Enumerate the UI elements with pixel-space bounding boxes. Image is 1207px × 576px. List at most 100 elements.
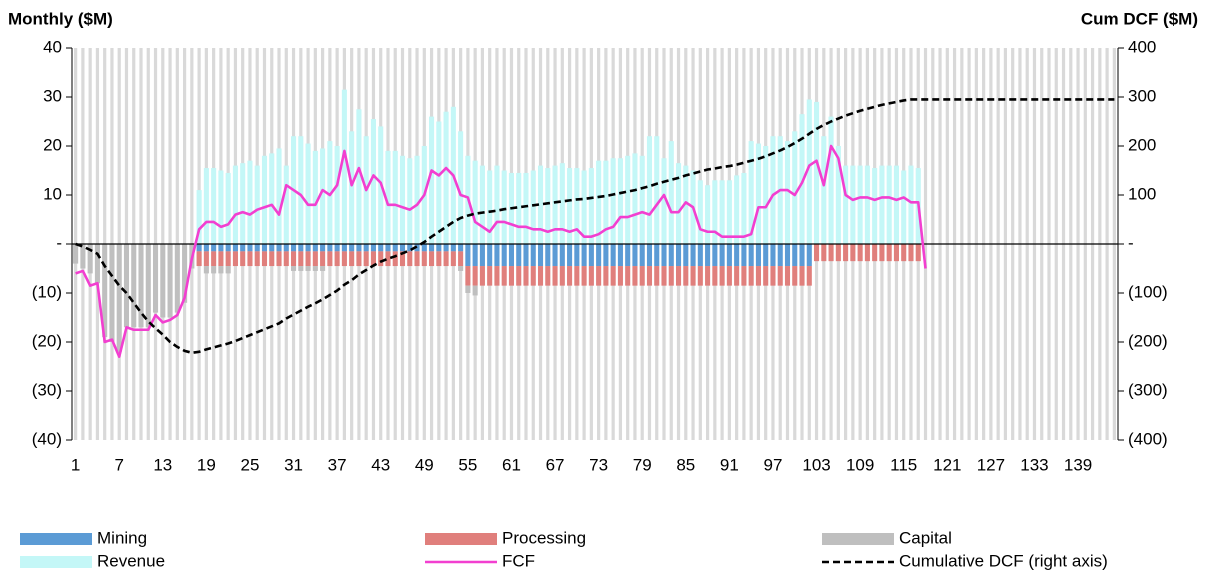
bar bbox=[269, 244, 275, 252]
bar bbox=[218, 244, 224, 252]
bar bbox=[167, 244, 173, 318]
bar bbox=[240, 163, 246, 244]
bar bbox=[545, 168, 551, 244]
bar bbox=[654, 136, 660, 244]
x-tick-label: 127 bbox=[977, 455, 1005, 474]
bar bbox=[799, 244, 805, 267]
x-tick-label: 103 bbox=[802, 455, 830, 474]
legend-swatch bbox=[20, 556, 92, 568]
bar bbox=[407, 158, 413, 244]
legend-label: FCF bbox=[502, 551, 535, 570]
bar bbox=[298, 136, 304, 244]
y2-tick-label: (100) bbox=[1128, 282, 1168, 301]
bar bbox=[879, 244, 885, 262]
y-tick-label: 40 bbox=[43, 37, 62, 56]
bar bbox=[298, 251, 304, 267]
bar bbox=[646, 244, 653, 267]
bar bbox=[363, 244, 369, 252]
x-tick-label: 37 bbox=[328, 455, 347, 474]
bar bbox=[792, 131, 798, 244]
bar bbox=[370, 244, 376, 252]
bar bbox=[211, 266, 217, 274]
bar bbox=[806, 244, 812, 267]
bar bbox=[203, 244, 209, 252]
bar bbox=[341, 89, 347, 245]
bar bbox=[516, 266, 522, 286]
y-tick-label: (10) bbox=[32, 282, 62, 301]
bar bbox=[908, 165, 914, 244]
bar bbox=[741, 244, 747, 267]
x-tick-label: 19 bbox=[197, 455, 216, 474]
bar bbox=[247, 244, 253, 252]
bar bbox=[225, 172, 231, 244]
bar bbox=[901, 170, 907, 244]
bar bbox=[588, 168, 594, 244]
bar bbox=[73, 244, 79, 264]
bar bbox=[784, 141, 791, 244]
x-tick-label: 85 bbox=[676, 455, 695, 474]
bar bbox=[545, 266, 551, 286]
bar bbox=[523, 244, 529, 267]
bar bbox=[639, 244, 645, 267]
bar bbox=[806, 99, 812, 244]
bar bbox=[196, 190, 202, 244]
bar bbox=[683, 165, 689, 244]
bar bbox=[479, 266, 485, 286]
bar bbox=[261, 244, 268, 252]
bar bbox=[632, 244, 638, 267]
bar bbox=[218, 251, 224, 267]
bar bbox=[414, 155, 420, 244]
bar bbox=[610, 158, 616, 244]
bar bbox=[487, 170, 493, 244]
bar bbox=[617, 244, 623, 267]
y2-tick-label: 100 bbox=[1128, 184, 1156, 203]
bar bbox=[683, 244, 689, 267]
x-tick-label: 121 bbox=[933, 455, 961, 474]
x-tick-label: 1 bbox=[71, 455, 80, 474]
bar bbox=[639, 155, 645, 244]
y2-tick-label: 400 bbox=[1128, 37, 1156, 56]
bar bbox=[218, 266, 224, 274]
bar bbox=[312, 150, 318, 244]
x-tick-label: 61 bbox=[502, 455, 521, 474]
bar bbox=[719, 266, 725, 286]
bar bbox=[203, 251, 209, 267]
bar bbox=[196, 244, 202, 252]
bar bbox=[458, 266, 464, 271]
bar bbox=[777, 244, 783, 267]
bar bbox=[596, 244, 602, 267]
bar bbox=[436, 251, 442, 267]
bar bbox=[399, 155, 406, 244]
bar bbox=[254, 165, 260, 244]
bar bbox=[734, 244, 740, 267]
x-tick-label: 43 bbox=[371, 455, 390, 474]
bar bbox=[429, 116, 435, 244]
bar bbox=[530, 244, 536, 267]
bar bbox=[588, 244, 594, 267]
bar bbox=[429, 244, 435, 252]
bar bbox=[225, 266, 231, 274]
bar bbox=[508, 266, 515, 286]
bar bbox=[574, 266, 580, 286]
x-tick-label: 13 bbox=[153, 455, 172, 474]
y-tick-label: 20 bbox=[43, 135, 62, 154]
bar bbox=[625, 266, 631, 286]
bar bbox=[465, 285, 471, 293]
bar bbox=[530, 170, 536, 244]
bar bbox=[763, 266, 769, 286]
y-tick-label: 30 bbox=[43, 86, 62, 105]
bar bbox=[182, 244, 188, 303]
x-tick-label: 31 bbox=[284, 455, 303, 474]
x-tick-label: 115 bbox=[890, 455, 917, 474]
bar bbox=[109, 244, 115, 342]
x-tick-label: 139 bbox=[1064, 455, 1092, 474]
bar bbox=[552, 266, 558, 286]
legend-swatch bbox=[822, 533, 894, 545]
bar bbox=[610, 244, 616, 267]
bar bbox=[116, 244, 122, 352]
bar bbox=[218, 170, 224, 244]
y-tick-label: (40) bbox=[32, 429, 62, 448]
bar bbox=[80, 244, 86, 269]
bar bbox=[814, 244, 820, 262]
